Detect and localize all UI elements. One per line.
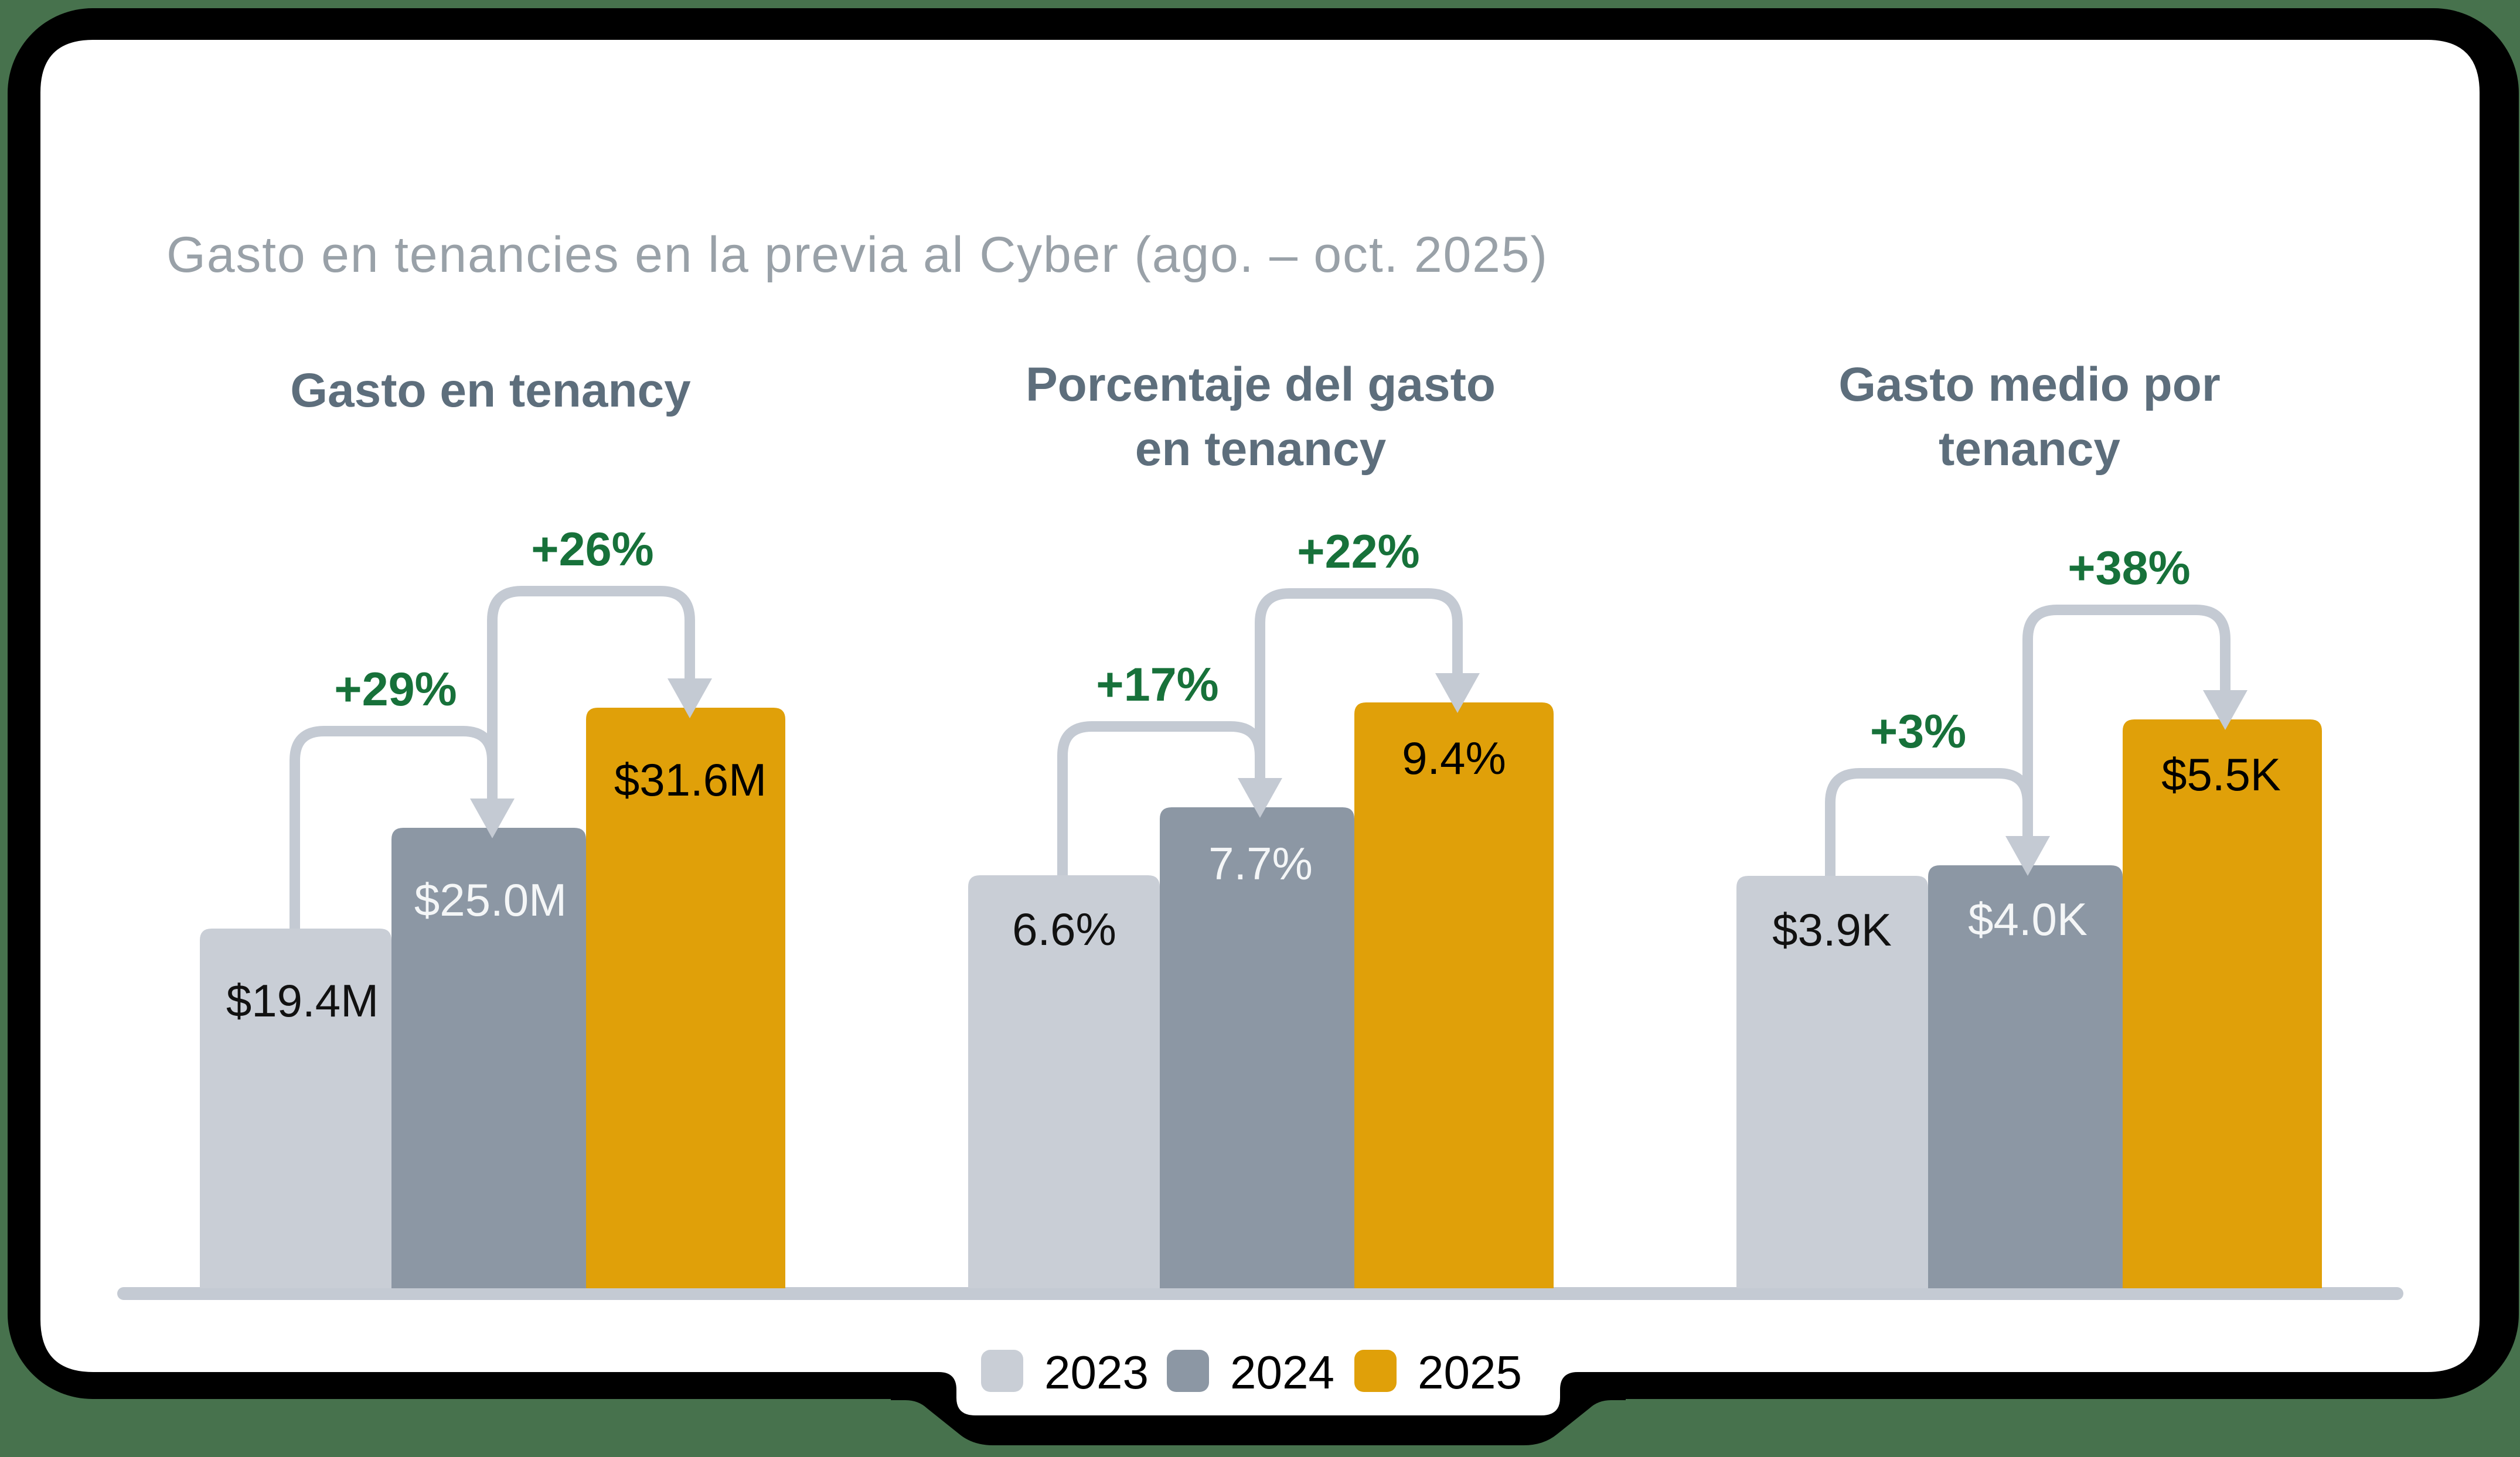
svg-text:2024: 2024 — [1230, 1346, 1334, 1398]
svg-text:+22%: +22% — [1297, 526, 1419, 578]
svg-text:+3%: +3% — [1870, 705, 1966, 758]
svg-text:+17%: +17% — [1096, 658, 1218, 711]
svg-text:$25.0M: $25.0M — [414, 874, 567, 926]
svg-text:2023: 2023 — [1044, 1346, 1149, 1398]
svg-text:Gasto medio por: Gasto medio por — [1838, 358, 2221, 411]
svg-text:2025: 2025 — [1418, 1346, 1522, 1398]
svg-text:7.7%: 7.7% — [1208, 838, 1313, 889]
svg-text:+29%: +29% — [334, 663, 457, 716]
svg-text:$3.9K: $3.9K — [1772, 904, 1892, 956]
svg-text:+38%: +38% — [2068, 542, 2190, 595]
svg-text:6.6%: 6.6% — [1012, 903, 1116, 955]
svg-text:$19.4M: $19.4M — [226, 975, 379, 1026]
svg-text:$5.5K: $5.5K — [2161, 749, 2281, 800]
svg-text:Gasto en tenancies en la previ: Gasto en tenancies en la previa al Cyber… — [166, 227, 1548, 283]
svg-text:$31.6M: $31.6M — [614, 754, 767, 806]
svg-text:tenancy: tenancy — [1939, 422, 2120, 476]
svg-text:$4.0K: $4.0K — [1968, 893, 2087, 945]
svg-text:en tenancy: en tenancy — [1135, 422, 1387, 476]
svg-text:9.4%: 9.4% — [1402, 732, 1506, 784]
svg-text:Gasto en tenancy: Gasto en tenancy — [290, 364, 691, 417]
svg-text:+26%: +26% — [531, 523, 653, 576]
svg-text:Porcentaje del gasto: Porcentaje del gasto — [1026, 358, 1496, 411]
